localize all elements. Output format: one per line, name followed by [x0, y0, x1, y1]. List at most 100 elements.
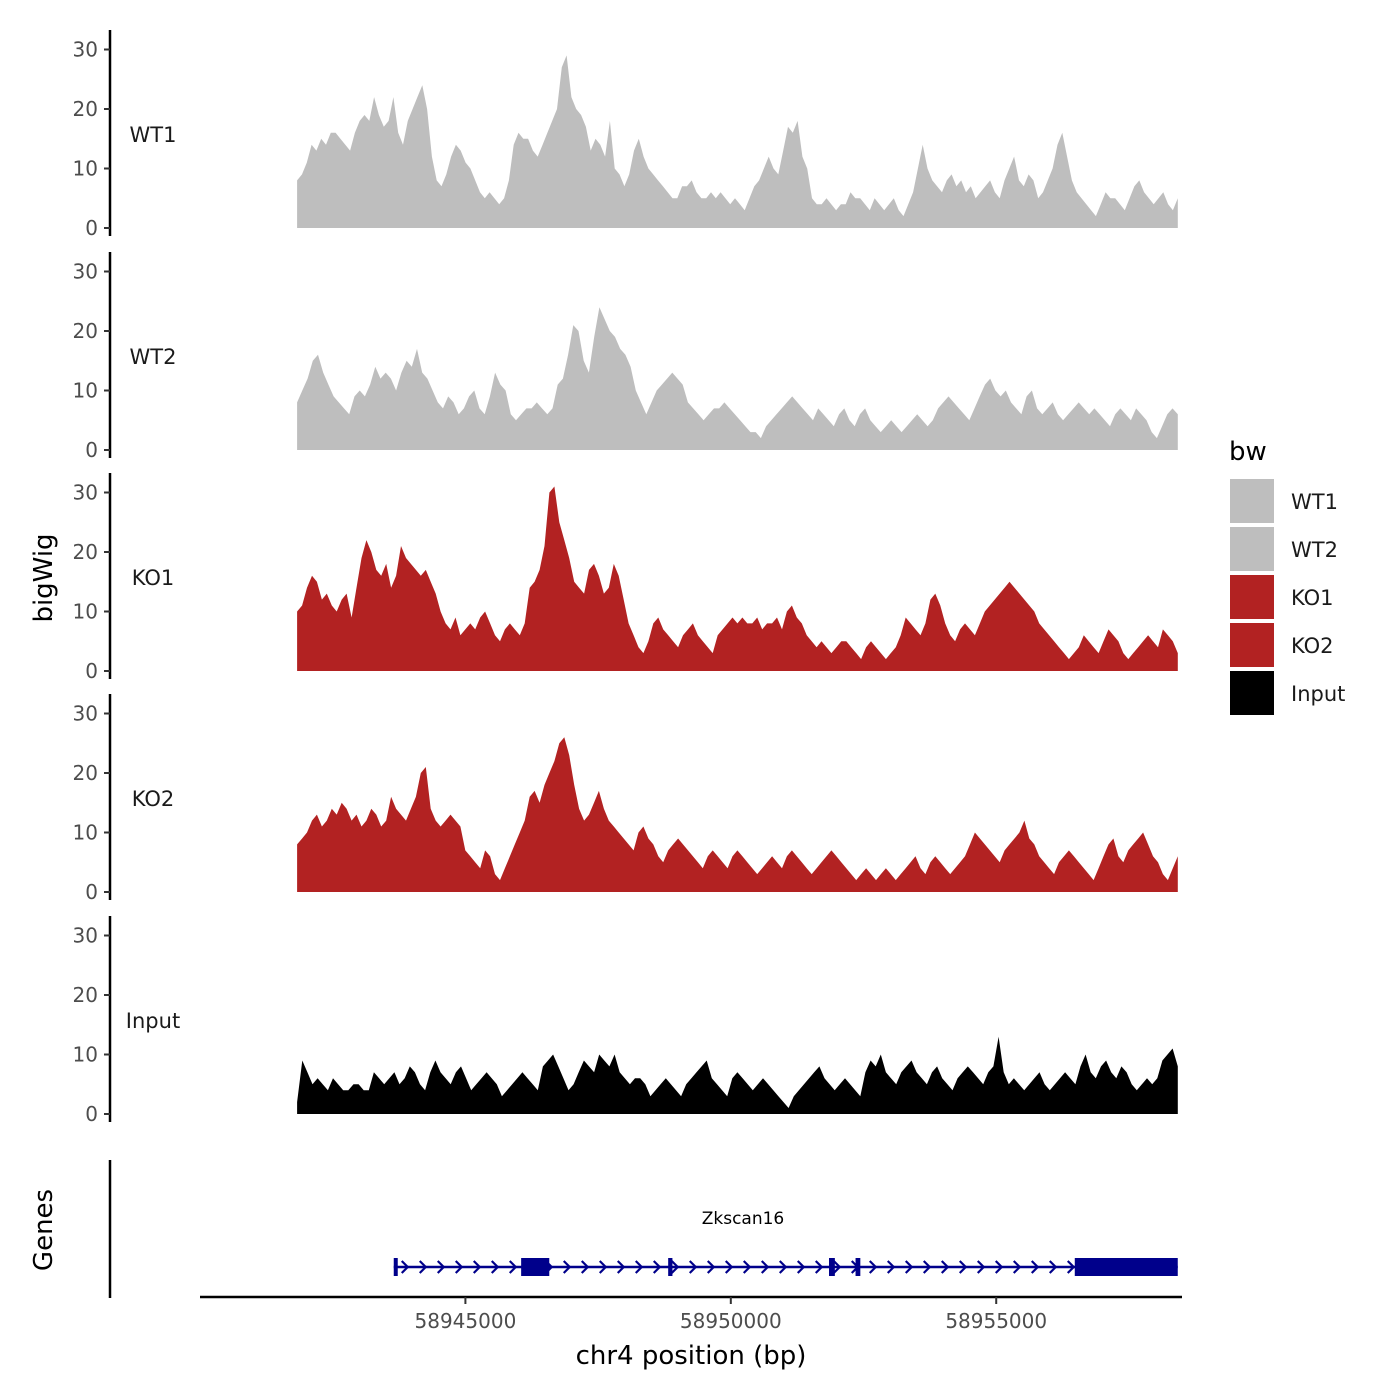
track-label: KO2 — [132, 787, 175, 811]
x-tick-label: 58955000 — [945, 1309, 1047, 1333]
legend-label: KO1 — [1291, 586, 1334, 610]
legend-swatch — [1230, 479, 1274, 523]
exon — [668, 1258, 673, 1276]
strand-arrow — [832, 1260, 842, 1274]
legend-swatch — [1230, 527, 1274, 571]
y-tick-label: 20 — [73, 983, 98, 1007]
y-tick-label: 10 — [73, 379, 98, 403]
signal-tracks: 0 10 20 30 WT1 0 10 20 30 WT2 0 10 20 30 KO1 0 10 20 30 KO2… — [73, 30, 1178, 1126]
y-tick-label: 30 — [73, 481, 98, 505]
area-ko1 — [297, 486, 1178, 671]
legend-title: bw — [1229, 437, 1267, 467]
y-tick-label: 10 — [73, 1043, 98, 1067]
strand-arrow — [778, 1260, 788, 1274]
track-wt2: 0 10 20 30 WT2 — [73, 252, 1178, 462]
legend-label: WT2 — [1291, 538, 1338, 562]
strand-arrow — [940, 1260, 950, 1274]
track-label: KO1 — [132, 566, 175, 590]
y-tick-label: 20 — [73, 97, 98, 121]
y-tick-label: 30 — [73, 38, 98, 62]
area-ko2 — [297, 737, 1178, 892]
legend-item-ko1: KO1 — [1230, 575, 1334, 619]
y-axis-title: bigWig — [29, 533, 59, 622]
y-tick-label: 10 — [73, 157, 98, 181]
track-label: Input — [126, 1009, 180, 1033]
strand-arrow — [904, 1260, 914, 1274]
strand-arrow — [994, 1260, 1004, 1274]
y-tick-label: 0 — [85, 659, 98, 683]
legend-item-ko2: KO2 — [1230, 623, 1334, 667]
strand-arrow — [436, 1260, 446, 1274]
strand-arrow — [976, 1260, 986, 1274]
legend-label: WT1 — [1291, 490, 1338, 514]
area-wt2 — [297, 307, 1178, 450]
track-label: WT2 — [130, 345, 177, 369]
strand-arrow — [652, 1260, 662, 1274]
strand-arrow — [922, 1260, 932, 1274]
strand-arrow — [958, 1260, 968, 1274]
strand-arrow — [670, 1260, 680, 1274]
y-tick-label: 0 — [85, 880, 98, 904]
y-tick-label: 30 — [73, 260, 98, 284]
x-axis: 58945000 58950000 58955000 — [200, 1295, 1182, 1333]
track-ko1: 0 10 20 30 KO1 — [73, 473, 1178, 683]
y-tick-label: 10 — [73, 821, 98, 845]
strand-arrow — [598, 1260, 608, 1274]
y-tick-label: 20 — [73, 540, 98, 564]
gene-axis-title: Genes — [29, 1189, 59, 1271]
strand-arrow — [1030, 1260, 1040, 1274]
track-ko2: 0 10 20 30 KO2 — [73, 694, 1178, 904]
track-wt1: 0 10 20 30 WT1 — [73, 30, 1178, 240]
area-wt1 — [297, 55, 1178, 229]
exon — [855, 1258, 861, 1276]
legend-item-input: Input — [1230, 671, 1345, 715]
legend: bw WT1 WT2 KO1 KO2 Input — [1229, 437, 1345, 715]
strand-arrow — [1066, 1260, 1076, 1274]
strand-arrow — [634, 1260, 644, 1274]
y-tick-label: 0 — [85, 216, 98, 240]
strand-arrow — [616, 1260, 626, 1274]
strand-arrow — [490, 1260, 500, 1274]
y-tick-label: 0 — [85, 438, 98, 462]
strand-arrow — [706, 1260, 716, 1274]
strand-arrow — [868, 1260, 878, 1274]
legend-item-wt2: WT2 — [1230, 527, 1338, 571]
legend-swatch — [1230, 671, 1274, 715]
legend-label: Input — [1291, 682, 1345, 706]
x-axis-title: chr4 position (bp) — [576, 1341, 807, 1371]
track-label: WT1 — [130, 123, 177, 147]
strand-arrow — [688, 1260, 698, 1274]
gene-track: Genes Zkscan16 — [29, 1160, 1178, 1298]
exon — [829, 1258, 835, 1276]
legend-swatch — [1230, 623, 1274, 667]
x-tick-label: 58950000 — [680, 1309, 782, 1333]
strand-arrow — [562, 1260, 572, 1274]
x-tick-label: 58945000 — [415, 1309, 517, 1333]
strand-arrow — [580, 1260, 590, 1274]
legend-item-wt1: WT1 — [1230, 479, 1338, 523]
y-tick-label: 20 — [73, 761, 98, 785]
area-input — [297, 1036, 1178, 1114]
strand-arrow — [1048, 1260, 1058, 1274]
strand-arrow — [760, 1260, 770, 1274]
y-tick-label: 0 — [85, 1102, 98, 1126]
strand-arrow — [1012, 1260, 1022, 1274]
exon — [1074, 1258, 1178, 1276]
y-tick-label: 10 — [73, 600, 98, 624]
strand-arrow — [508, 1260, 518, 1274]
strand-arrow — [742, 1260, 752, 1274]
strand-arrow — [418, 1260, 428, 1274]
strand-arrow — [886, 1260, 896, 1274]
y-tick-label: 30 — [73, 702, 98, 726]
strand-arrow — [454, 1260, 464, 1274]
strand-arrow — [724, 1260, 734, 1274]
strand-arrow — [400, 1260, 410, 1274]
exon — [393, 1258, 398, 1276]
legend-label: KO2 — [1291, 634, 1334, 658]
exon — [521, 1258, 550, 1276]
strand-arrow — [796, 1260, 806, 1274]
strand-arrow — [472, 1260, 482, 1274]
track-input: 0 10 20 30 Input — [73, 916, 1178, 1126]
y-tick-label: 30 — [73, 924, 98, 948]
